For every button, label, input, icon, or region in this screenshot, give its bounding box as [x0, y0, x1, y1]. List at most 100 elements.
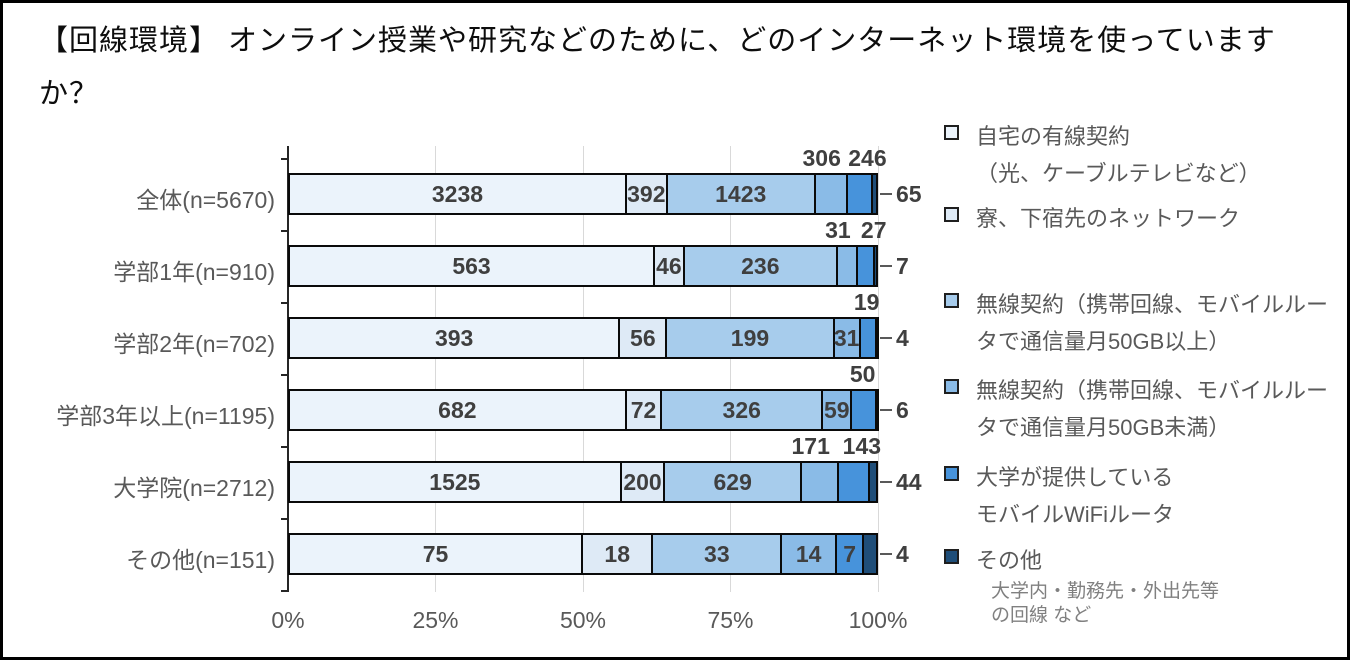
legend-label-line: その他 — [976, 548, 1043, 573]
legend-label: その他 — [976, 542, 1042, 579]
value-label-outside: 4 — [880, 533, 909, 575]
value-label: 629 — [713, 468, 752, 495]
bar-segment: 7 — [835, 533, 863, 575]
axis-tick — [281, 518, 287, 520]
leader-line — [880, 481, 892, 483]
value-label: 56 — [630, 324, 656, 351]
category-label: 全体(n=5670) — [136, 187, 275, 213]
legend-note-line: 大学内・勤務先・外出先等 — [991, 581, 1220, 602]
bar-segment: 72 — [624, 389, 661, 431]
value-label: 326 — [722, 396, 761, 423]
legend-label-line: 無線契約（携帯回線、モバイルルー — [976, 378, 1329, 403]
value-label: 4 — [896, 324, 909, 351]
value-label: 14 — [795, 540, 822, 567]
legend-item: 自宅の有線契約 （光、ケーブルテレビなど） — [944, 118, 1261, 192]
value-label-above: 246 — [848, 145, 887, 171]
value-label-above: 143 — [842, 433, 882, 459]
value-label: 199 — [730, 324, 770, 351]
x-tick-label: 0% — [271, 607, 305, 633]
bar-segment — [855, 245, 874, 287]
bar-segment: 200 — [619, 461, 664, 503]
value-label: 75 — [422, 540, 449, 567]
value-label: 1423 — [715, 180, 767, 207]
leader-line — [880, 193, 892, 195]
gridline — [435, 146, 436, 592]
category-label: その他(n=151) — [126, 547, 275, 573]
bar-row: 393 56 199 31 — [288, 317, 879, 359]
legend-item: 無線契約（携帯回線、モバイルルー タで通信量月50GB未満） — [944, 372, 1328, 446]
bar-segment: 31 — [832, 317, 859, 359]
bar-segment — [875, 389, 880, 431]
legend-label: 寮、下宿先のネットワーク — [976, 200, 1240, 237]
bar-segment — [835, 245, 856, 287]
legend-label-line: 自宅の有線契約 — [976, 124, 1131, 149]
axis-tick — [281, 374, 287, 376]
value-label-above: 306 — [802, 145, 841, 171]
axis-tick — [281, 158, 287, 160]
value-label: 18 — [604, 540, 630, 567]
value-label: 3238 — [431, 180, 484, 207]
value-label-above: 19 — [853, 289, 880, 315]
legend-label-line: タで通信量月50GB未満） — [976, 415, 1231, 440]
legend-label-line: 大学が提供している — [976, 465, 1174, 490]
bar-segment: 393 — [288, 317, 619, 359]
value-label-outside: 44 — [880, 461, 922, 503]
value-label: 392 — [627, 180, 666, 207]
legend-label-line: （光、ケーブルテレビなど） — [976, 161, 1261, 186]
bar-segment — [874, 317, 879, 359]
value-label: 46 — [656, 252, 682, 279]
bar-segment: 392 — [624, 173, 666, 215]
x-tick-label: 25% — [412, 607, 459, 633]
axis-tick — [281, 302, 287, 304]
legend-item: 無線契約（携帯回線、モバイルルー タで通信量月50GB以上） — [944, 286, 1328, 360]
legend-label-line: 寮、下宿先のネットワーク — [976, 206, 1241, 231]
value-label-above: 171 — [791, 433, 830, 459]
bar-segment: 46 — [653, 245, 683, 287]
category-label: 学部1年(n=910) — [113, 259, 275, 285]
bar-segment — [868, 461, 878, 503]
leader-line — [880, 337, 892, 339]
bar-row: 3238 392 1423 — [288, 173, 878, 215]
bar-segment: 14 — [780, 533, 835, 575]
legend-item: 寮、下宿先のネットワーク — [944, 200, 1240, 237]
value-label-above: 31 — [825, 217, 851, 243]
x-tick-label: 100% — [848, 607, 908, 633]
legend-swatch — [944, 293, 959, 308]
bar-segment: 1423 — [665, 173, 814, 215]
bar-segment: 75 — [288, 533, 582, 575]
bar-segment: 3238 — [288, 173, 625, 215]
bar-segment — [800, 461, 838, 503]
leader-line — [880, 265, 892, 267]
bar-segment — [862, 533, 878, 575]
value-label: 4 — [896, 540, 909, 567]
legend-label: 大学が提供している モバイルWiFiルータ — [976, 459, 1174, 533]
bar-segment — [858, 317, 875, 359]
legend-swatch — [944, 207, 959, 222]
legend-note-line: の回線 など — [991, 605, 1092, 626]
legend-label-line: 無線契約（携帯回線、モバイルルー — [976, 292, 1329, 317]
bar-segment — [845, 173, 872, 215]
leader-line — [880, 553, 892, 555]
bar-segment: 629 — [663, 461, 801, 503]
bar-segment: 1525 — [288, 461, 620, 503]
bar-segment — [873, 245, 878, 287]
category-label: 学部2年(n=702) — [113, 331, 275, 357]
value-label-above: 50 — [849, 361, 876, 387]
bar-row: 682 72 326 59 — [288, 389, 880, 431]
value-label: 44 — [896, 468, 922, 495]
legend-swatch — [944, 379, 959, 394]
value-label-outside: 65 — [880, 173, 922, 215]
axis-tick — [281, 590, 287, 592]
value-label: 1525 — [429, 468, 481, 495]
legend-label-line: タで通信量月50GB以上） — [976, 329, 1231, 354]
value-label: 236 — [741, 252, 780, 279]
value-label: 200 — [623, 468, 662, 495]
x-tick-label: 75% — [707, 607, 754, 633]
bar-segment: 18 — [581, 533, 652, 575]
axis-tick — [281, 446, 287, 448]
bar-segment: 682 — [288, 389, 625, 431]
value-label: 6 — [896, 396, 909, 423]
y-axis-line — [287, 146, 289, 592]
bar-row: 1525 200 629 — [288, 461, 878, 503]
bar-row: 563 46 236 — [288, 245, 878, 287]
